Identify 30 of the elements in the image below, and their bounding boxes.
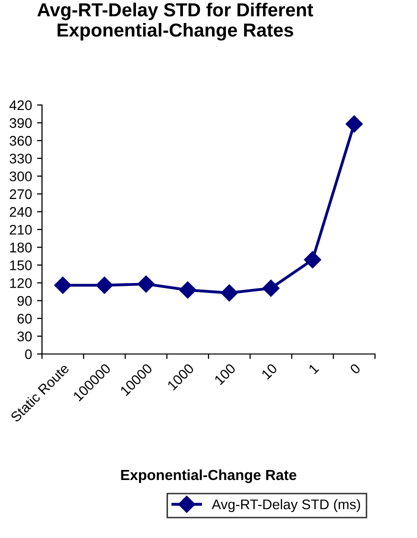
y-tick-label: 270 [10,189,32,200]
y-tick-label: 420 [9,100,32,110]
y-tick-label: 300 [10,171,32,182]
y-tick-label: 180 [10,242,32,252]
y-tick-label: 120 [10,278,32,288]
x-axis-title: Exponential-Change Rate [121,469,296,484]
y-tick-label: 0 [25,349,32,360]
legend-label: Avg-RT-Delay STD (ms) [212,499,360,512]
point [96,276,113,294]
y-tick-label: 90 [17,296,32,306]
x-tick-label: 0 [349,362,362,375]
x-tick-label: 1 [308,363,320,374]
y-tick-label: 330 [10,154,32,164]
y-tick-label: 210 [10,224,32,235]
point [304,251,322,268]
y-tick-label: 240 [10,207,32,217]
point [346,115,363,133]
y-tick-label: 60 [18,314,32,324]
point [262,280,280,297]
y-tick-label: 30 [17,332,32,342]
point [138,275,155,293]
point [54,276,72,294]
y-tick-label: 150 [10,260,32,270]
chart-title: Avg-RT-Delay STD for Different Exponential-Change Rates [37,2,314,41]
x-tick-label: 100 [214,362,236,386]
point [179,281,196,299]
x-tick-label: 10 [261,362,278,380]
y-tick-label: 360 [10,136,32,146]
y-tick-label: 390 [10,118,32,128]
point [220,284,238,302]
